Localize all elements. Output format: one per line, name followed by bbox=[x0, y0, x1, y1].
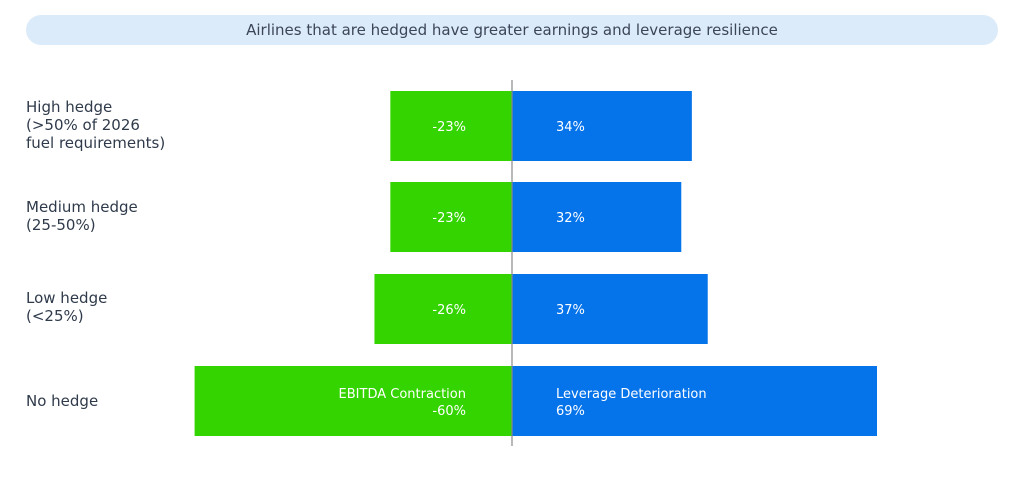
leverage-series-label: Leverage Deterioration bbox=[556, 387, 707, 402]
ebitda-bar bbox=[390, 91, 512, 161]
chart-title: Airlines that are hedged have greater ea… bbox=[246, 21, 778, 39]
ebitda-bar bbox=[194, 366, 512, 436]
ebitda-value-label: -26% bbox=[432, 303, 466, 318]
leverage-value-label: 37% bbox=[556, 303, 585, 318]
leverage-value-label: 32% bbox=[556, 211, 585, 226]
category-label-no-hedge: No hedge bbox=[26, 392, 99, 410]
leverage-bar bbox=[512, 366, 878, 436]
ebitda-bar bbox=[390, 182, 512, 252]
ebitda-bar bbox=[374, 274, 512, 344]
category-label-low-hedge: Low hedge (<25%) bbox=[26, 289, 108, 325]
category-label-medium-hedge: Medium hedge (25-50%) bbox=[26, 198, 138, 234]
leverage-value-label: 34% bbox=[556, 120, 585, 135]
category-label-high-hedge: High hedge (>50% of 2026 fuel requiremen… bbox=[26, 98, 166, 152]
leverage-bar bbox=[512, 182, 682, 252]
ebitda-value-label: -60% bbox=[432, 404, 466, 419]
leverage-bar bbox=[512, 274, 708, 344]
ebitda-series-label: EBITDA Contraction bbox=[339, 387, 466, 402]
chart-title-banner: Airlines that are hedged have greater ea… bbox=[26, 15, 998, 45]
leverage-bar bbox=[512, 91, 692, 161]
leverage-value-label: 69% bbox=[556, 404, 585, 419]
ebitda-value-label: -23% bbox=[432, 211, 466, 226]
ebitda-value-label: -23% bbox=[432, 120, 466, 135]
